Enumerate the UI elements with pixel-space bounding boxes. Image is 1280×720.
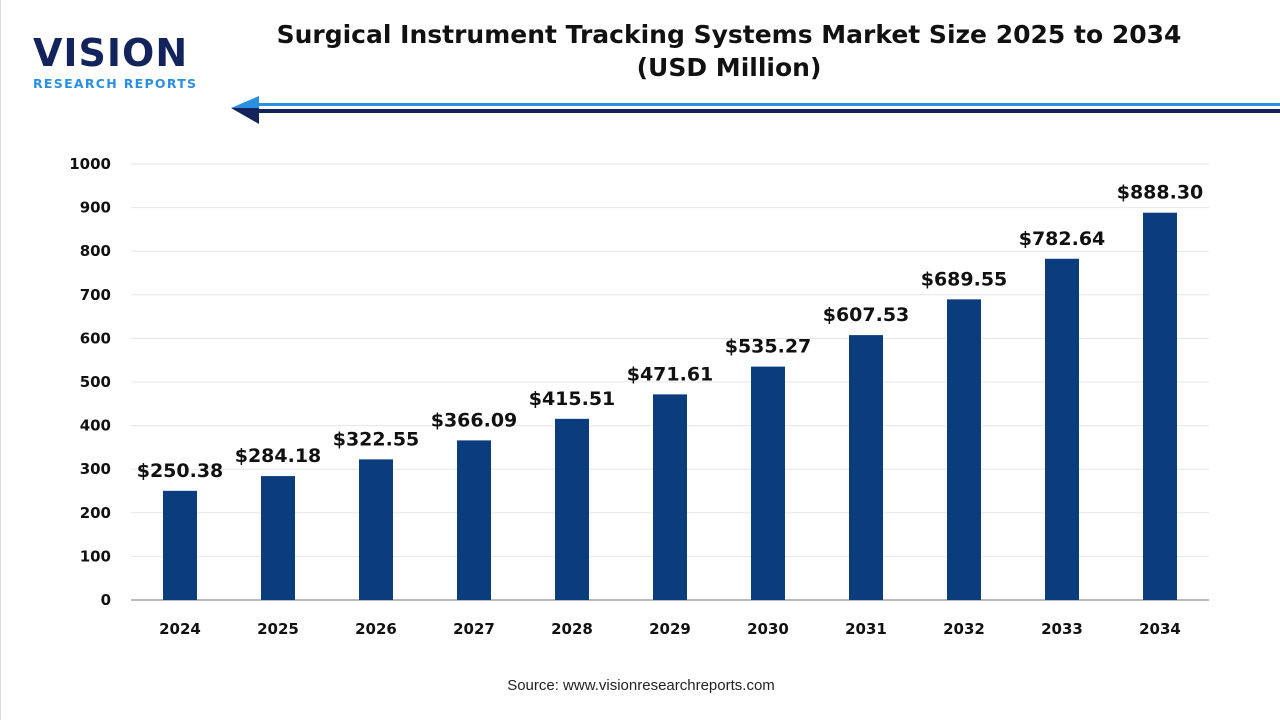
y-tick-label: 200 <box>80 504 111 522</box>
bar-2029 <box>653 394 687 600</box>
x-tick-label: 2029 <box>649 620 691 638</box>
logo-subtext: RESEARCH REPORTS <box>33 76 198 91</box>
logo-text: VISION <box>33 31 189 75</box>
x-tick-label: 2034 <box>1139 620 1181 638</box>
y-tick-label: 800 <box>80 242 111 260</box>
data-label: $607.53 <box>823 304 910 326</box>
data-label: $471.61 <box>627 363 714 385</box>
y-tick-label: 900 <box>80 199 111 217</box>
data-label: $250.38 <box>137 460 224 482</box>
bar-2031 <box>849 335 883 600</box>
bar-2024 <box>163 490 197 600</box>
x-tick-label: 2028 <box>551 620 593 638</box>
y-tick-label: 100 <box>80 547 111 565</box>
bar-2027 <box>457 440 491 600</box>
x-tick-label: 2026 <box>355 620 397 638</box>
data-label: $689.55 <box>921 268 1008 290</box>
y-tick-label: 400 <box>80 417 111 435</box>
data-label: $322.55 <box>333 428 420 450</box>
data-label: $888.30 <box>1117 182 1204 204</box>
bar-2030 <box>751 366 785 600</box>
data-label: $782.64 <box>1019 228 1106 250</box>
x-tick-label: 2033 <box>1041 620 1083 638</box>
x-tick-label: 2025 <box>257 620 299 638</box>
source-note: Source: www.visionresearchreports.com <box>507 677 775 694</box>
data-label: $535.27 <box>725 336 812 358</box>
y-tick-label: 0 <box>101 591 111 609</box>
bar-2034 <box>1143 212 1177 600</box>
x-tick-label: 2027 <box>453 620 495 638</box>
chart-title: Surgical Instrument Tracking Systems Mar… <box>251 18 1207 84</box>
x-tick-label: 2030 <box>747 620 789 638</box>
data-label: $415.51 <box>529 388 616 410</box>
data-label: $366.09 <box>431 409 518 431</box>
y-tick-label: 600 <box>80 329 111 347</box>
logo: VISION RESEARCH REPORTS <box>33 34 197 91</box>
y-tick-label: 700 <box>80 286 111 304</box>
x-tick-label: 2032 <box>943 620 985 638</box>
header-arrow <box>231 96 1280 124</box>
bar-2028 <box>555 418 589 600</box>
bar-2026 <box>359 459 393 600</box>
y-tick-label: 500 <box>80 373 111 391</box>
title-line-2: (USD Million) <box>636 53 822 82</box>
bar-2025 <box>261 476 295 600</box>
title-line-1: Surgical Instrument Tracking Systems Mar… <box>276 20 1182 49</box>
y-tick-label: 1000 <box>69 155 111 173</box>
x-tick-label: 2024 <box>159 620 201 638</box>
x-tick-label: 2031 <box>845 620 887 638</box>
y-tick-label: 300 <box>80 460 111 478</box>
bar-2032 <box>947 299 981 600</box>
bar-2033 <box>1045 258 1079 600</box>
data-label: $284.18 <box>235 445 322 467</box>
